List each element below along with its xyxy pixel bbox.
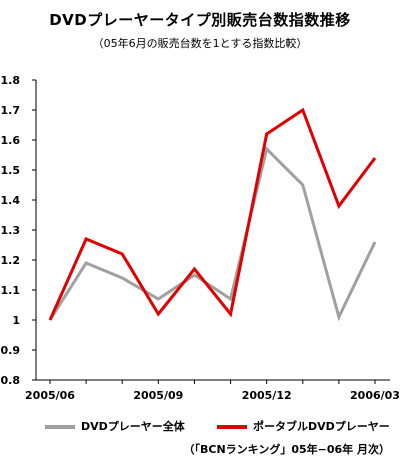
y-tick-label: 1.7	[1, 104, 21, 117]
y-tick-label: 1.1	[1, 284, 21, 297]
y-tick-label: 1.2	[1, 254, 21, 267]
x-tick-label: 2005/09	[133, 389, 183, 402]
y-tick-label: 1	[12, 314, 20, 327]
series-line-2	[48, 107, 377, 321]
series-lines	[48, 107, 377, 322]
y-tick-label: 0.8	[1, 374, 21, 387]
y-tick-label: 0.9	[1, 344, 21, 357]
legend-label-2: ポータブルDVDプレーヤー	[253, 420, 390, 433]
source-note: （「BCNランキング」05年−06年 月次）	[183, 443, 391, 456]
legend-swatch-red	[217, 425, 247, 429]
legend-item-series-2: ポータブルDVDプレーヤー	[217, 418, 390, 434]
legend-item-series-1: DVDプレーヤー全体	[45, 418, 185, 434]
y-tick-labels: 0.8 0.9 1 1.1 1.2 1.3 1.4 1.5 1.6 1.7 1.8	[1, 74, 21, 387]
legend-swatch-gray	[45, 425, 75, 429]
series-line-1	[48, 146, 377, 322]
y-tick-label: 1.4	[1, 194, 21, 207]
x-tick-label: 2005/12	[242, 389, 292, 402]
axes	[32, 79, 390, 384]
x-tick-labels: 2005/06 2005/09 2005/12 2006/03	[25, 389, 400, 402]
x-tick-label: 2006/03	[350, 389, 400, 402]
chart-subtitle: （05年6月の販売台数を1とする指数比較）	[92, 37, 308, 50]
chart-title: DVDプレーヤータイプ別販売台数指数推移	[49, 11, 351, 29]
line-chart: 0.80.911.11.21.31.41.51.61.71.8 2005/06 2…	[1, 74, 400, 402]
y-tick-label: 1.6	[1, 134, 21, 147]
y-tick-label: 1.8	[1, 74, 21, 87]
y-tick-label: 1.3	[1, 224, 21, 237]
legend-label-1: DVDプレーヤー全体	[81, 420, 185, 433]
x-tick-label: 2005/06	[25, 389, 75, 402]
y-tick-label: 1.5	[1, 164, 21, 177]
